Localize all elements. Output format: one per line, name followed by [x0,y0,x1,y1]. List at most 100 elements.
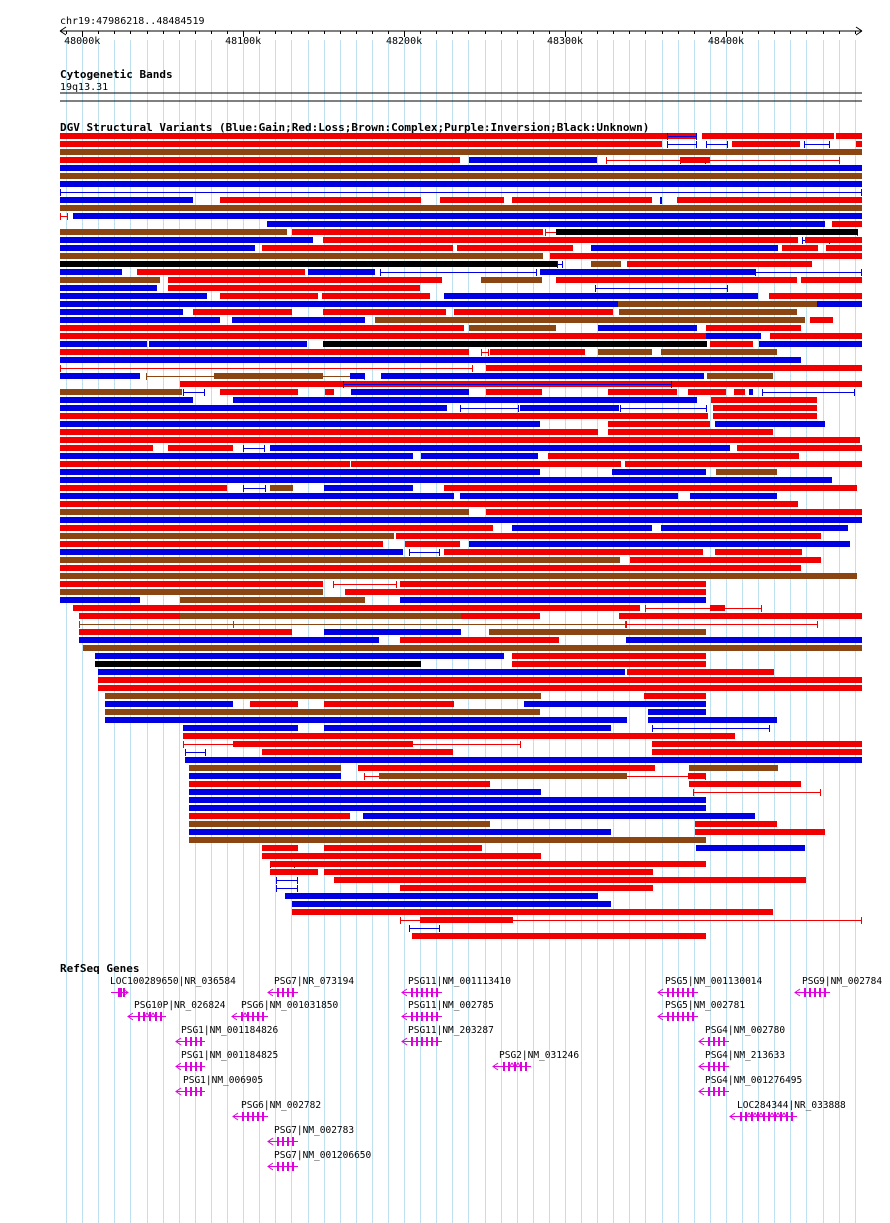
complex-variant[interactable] [60,557,620,563]
gain-variant[interactable] [60,421,540,427]
gene-glyph[interactable] [698,1087,729,1096]
gain-variant[interactable] [276,877,298,884]
complex-variant[interactable] [180,597,365,603]
complex-variant[interactable] [661,349,777,355]
dgv-variants[interactable] [60,133,862,939]
gain-variant[interactable] [469,157,597,163]
gene-glyph[interactable] [698,1037,729,1046]
complex-variant[interactable] [619,309,797,315]
complex-variant[interactable] [598,349,652,355]
gain-variant[interactable] [60,197,193,203]
loss-variant[interactable] [412,933,706,939]
loss-variant[interactable] [183,733,735,739]
loss-variant[interactable] [60,213,68,220]
complex-variant[interactable] [270,485,293,491]
loss-variant[interactable] [770,333,862,339]
gain-variant[interactable] [591,245,778,251]
loss-variant[interactable] [652,741,862,747]
gain-variant[interactable] [60,373,140,379]
loss-variant[interactable] [606,157,840,164]
complex-variant[interactable] [83,645,862,651]
loss-variant[interactable] [619,613,862,619]
refseq-genes[interactable]: LOC100289650|NR_036584 PSG10P|NR_026824 PS… [110,976,882,1171]
loss-variant[interactable] [400,885,653,891]
gain-variant[interactable] [232,317,365,323]
loss-variant[interactable] [322,293,430,299]
loss-variant[interactable] [713,405,817,411]
gene-label[interactable]: PSG10P|NR_026824 [134,1000,226,1011]
loss-variant[interactable] [711,397,817,403]
gene-label[interactable]: PSG6|NM_002782 [241,1100,321,1111]
gene-label[interactable]: PSG4|NM_001276495 [705,1075,802,1086]
loss-variant[interactable] [444,485,857,491]
loss-variant[interactable] [323,309,446,315]
complex-variant[interactable] [214,373,323,379]
gain-variant[interactable] [60,309,183,315]
loss-variant[interactable] [769,293,862,299]
loss-variant[interactable] [220,293,318,299]
gain-variant[interactable] [612,469,706,475]
gene-label[interactable]: PSG1|NM_001184825 [181,1050,278,1061]
complex-variant[interactable] [189,821,490,827]
gene-glyph[interactable] [175,1087,205,1096]
loss-variant[interactable] [220,389,298,395]
gain-variant[interactable] [308,269,375,275]
loss-variant[interactable] [324,869,653,875]
loss-variant[interactable] [325,389,334,395]
gain-variant[interactable] [73,213,862,219]
loss-variant[interactable] [695,829,825,835]
gene-label[interactable]: PSG4|NM_002780 [705,1025,785,1036]
loss-variant[interactable] [233,741,413,747]
gain-variant[interactable] [60,189,862,196]
unknown-variant[interactable] [556,229,858,235]
loss-variant[interactable] [626,621,818,628]
gain-variant[interactable] [60,245,255,251]
loss-variant[interactable] [262,845,298,851]
gene-glyph[interactable] [492,1062,531,1071]
gene-label[interactable]: LOC100289650|NR_036584 [110,976,236,987]
loss-variant[interactable] [324,845,482,851]
loss-variant[interactable] [856,141,862,147]
gain-variant[interactable] [60,517,862,523]
loss-variant[interactable] [270,861,706,867]
complex-variant[interactable] [591,261,621,267]
loss-variant[interactable] [270,869,318,875]
gene-glyph[interactable] [729,1112,797,1121]
gain-variant[interactable] [60,293,207,299]
complex-variant[interactable] [469,325,556,331]
unknown-variant[interactable] [60,261,557,267]
gain-variant[interactable] [95,653,504,659]
gain-variant[interactable] [149,341,307,347]
gain-variant[interactable] [706,141,728,148]
gene-label[interactable]: PSG5|NM_002781 [665,1000,745,1011]
gain-variant[interactable] [189,805,706,811]
loss-variant[interactable] [630,557,821,563]
gene-glyph[interactable] [267,988,298,997]
loss-variant[interactable] [688,389,726,395]
gain-variant[interactable] [185,757,862,763]
loss-variant[interactable] [782,245,818,251]
loss-variant[interactable] [644,693,706,699]
unknown-variant[interactable] [323,341,707,347]
loss-variant[interactable] [710,605,725,611]
loss-variant[interactable] [454,309,613,315]
gene-glyph[interactable] [127,1012,166,1021]
gain-variant[interactable] [661,525,848,531]
loss-variant[interactable] [729,381,862,387]
loss-variant[interactable] [292,229,543,235]
gain-variant[interactable] [60,285,157,291]
loss-variant[interactable] [60,461,350,467]
gene-glyph[interactable] [401,1037,442,1046]
gain-variant[interactable] [755,269,862,276]
loss-variant[interactable] [262,853,541,859]
loss-variant[interactable] [168,277,442,283]
loss-variant[interactable] [444,549,703,555]
gain-variant[interactable] [690,493,777,499]
loss-variant[interactable] [677,197,862,203]
loss-variant[interactable] [345,589,706,595]
gene-glyph[interactable] [657,1012,698,1021]
gain-variant[interactable] [460,493,678,499]
loss-variant[interactable] [79,629,292,635]
gain-variant[interactable] [189,829,611,835]
gene-glyph[interactable] [401,1012,442,1021]
